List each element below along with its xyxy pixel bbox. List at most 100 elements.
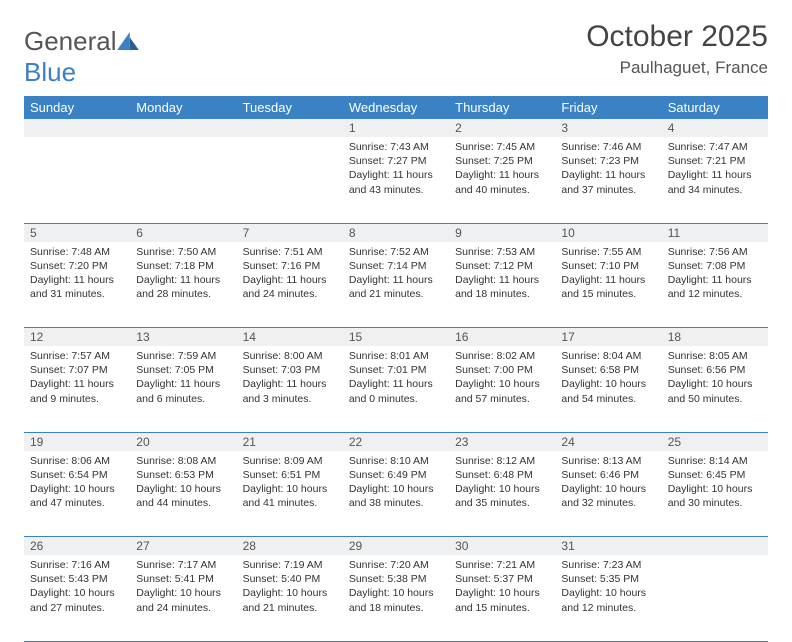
day-number: 30 bbox=[449, 537, 555, 556]
day-number: 15 bbox=[343, 328, 449, 347]
day-number: 5 bbox=[24, 223, 130, 242]
day-info: Sunrise: 8:10 AMSunset: 6:49 PMDaylight:… bbox=[343, 451, 449, 517]
day-header: Thursday bbox=[449, 96, 555, 119]
day-number: 10 bbox=[555, 223, 661, 242]
day-header: Friday bbox=[555, 96, 661, 119]
day-info: Sunrise: 7:57 AMSunset: 7:07 PMDaylight:… bbox=[24, 346, 130, 412]
day-number: 27 bbox=[130, 537, 236, 556]
day-number: 22 bbox=[343, 432, 449, 451]
day-cell: Sunrise: 7:20 AMSunset: 5:38 PMDaylight:… bbox=[343, 555, 449, 641]
week-row: Sunrise: 7:43 AMSunset: 7:27 PMDaylight:… bbox=[24, 137, 768, 223]
day-cell: Sunrise: 8:04 AMSunset: 6:58 PMDaylight:… bbox=[555, 346, 661, 432]
day-number: 18 bbox=[662, 328, 768, 347]
day-info: Sunrise: 8:08 AMSunset: 6:53 PMDaylight:… bbox=[130, 451, 236, 517]
day-cell bbox=[24, 137, 130, 223]
week-row: Sunrise: 7:48 AMSunset: 7:20 PMDaylight:… bbox=[24, 242, 768, 328]
day-info: Sunrise: 7:23 AMSunset: 5:35 PMDaylight:… bbox=[555, 555, 661, 621]
day-info: Sunrise: 7:52 AMSunset: 7:14 PMDaylight:… bbox=[343, 242, 449, 308]
day-cell: Sunrise: 7:55 AMSunset: 7:10 PMDaylight:… bbox=[555, 242, 661, 328]
day-cell: Sunrise: 7:56 AMSunset: 7:08 PMDaylight:… bbox=[662, 242, 768, 328]
day-info: Sunrise: 7:21 AMSunset: 5:37 PMDaylight:… bbox=[449, 555, 555, 621]
day-cell bbox=[130, 137, 236, 223]
day-cell bbox=[662, 555, 768, 641]
day-info: Sunrise: 7:55 AMSunset: 7:10 PMDaylight:… bbox=[555, 242, 661, 308]
day-number: 3 bbox=[555, 119, 661, 137]
day-cell: Sunrise: 7:23 AMSunset: 5:35 PMDaylight:… bbox=[555, 555, 661, 641]
day-cell: Sunrise: 7:19 AMSunset: 5:40 PMDaylight:… bbox=[237, 555, 343, 641]
day-cell: Sunrise: 8:02 AMSunset: 7:00 PMDaylight:… bbox=[449, 346, 555, 432]
day-info: Sunrise: 7:43 AMSunset: 7:27 PMDaylight:… bbox=[343, 137, 449, 203]
day-cell: Sunrise: 7:21 AMSunset: 5:37 PMDaylight:… bbox=[449, 555, 555, 641]
day-info: Sunrise: 7:20 AMSunset: 5:38 PMDaylight:… bbox=[343, 555, 449, 621]
day-info: Sunrise: 7:50 AMSunset: 7:18 PMDaylight:… bbox=[130, 242, 236, 308]
day-header: Sunday bbox=[24, 96, 130, 119]
week-row: Sunrise: 7:16 AMSunset: 5:43 PMDaylight:… bbox=[24, 555, 768, 641]
day-info: Sunrise: 8:13 AMSunset: 6:46 PMDaylight:… bbox=[555, 451, 661, 517]
day-cell: Sunrise: 7:52 AMSunset: 7:14 PMDaylight:… bbox=[343, 242, 449, 328]
day-number bbox=[130, 119, 236, 137]
calendar-table: SundayMondayTuesdayWednesdayThursdayFrid… bbox=[24, 96, 768, 642]
calendar-body: 1234Sunrise: 7:43 AMSunset: 7:27 PMDayli… bbox=[24, 119, 768, 641]
day-header: Wednesday bbox=[343, 96, 449, 119]
day-cell bbox=[237, 137, 343, 223]
day-number-row: 1234 bbox=[24, 119, 768, 137]
day-cell: Sunrise: 8:00 AMSunset: 7:03 PMDaylight:… bbox=[237, 346, 343, 432]
day-info: Sunrise: 8:05 AMSunset: 6:56 PMDaylight:… bbox=[662, 346, 768, 412]
day-number bbox=[662, 537, 768, 556]
day-number: 16 bbox=[449, 328, 555, 347]
day-cell: Sunrise: 7:50 AMSunset: 7:18 PMDaylight:… bbox=[130, 242, 236, 328]
day-cell: Sunrise: 8:09 AMSunset: 6:51 PMDaylight:… bbox=[237, 451, 343, 537]
day-number: 24 bbox=[555, 432, 661, 451]
day-info: Sunrise: 8:12 AMSunset: 6:48 PMDaylight:… bbox=[449, 451, 555, 517]
day-number: 2 bbox=[449, 119, 555, 137]
day-number: 6 bbox=[130, 223, 236, 242]
day-number: 1 bbox=[343, 119, 449, 137]
day-cell: Sunrise: 8:13 AMSunset: 6:46 PMDaylight:… bbox=[555, 451, 661, 537]
day-number bbox=[24, 119, 130, 137]
day-cell: Sunrise: 8:05 AMSunset: 6:56 PMDaylight:… bbox=[662, 346, 768, 432]
calendar-head: SundayMondayTuesdayWednesdayThursdayFrid… bbox=[24, 96, 768, 119]
day-cell: Sunrise: 7:45 AMSunset: 7:25 PMDaylight:… bbox=[449, 137, 555, 223]
day-number-row: 567891011 bbox=[24, 223, 768, 242]
day-cell: Sunrise: 7:48 AMSunset: 7:20 PMDaylight:… bbox=[24, 242, 130, 328]
day-info: Sunrise: 7:45 AMSunset: 7:25 PMDaylight:… bbox=[449, 137, 555, 203]
logo-triangle-icon bbox=[117, 32, 139, 50]
day-cell: Sunrise: 7:59 AMSunset: 7:05 PMDaylight:… bbox=[130, 346, 236, 432]
day-number: 28 bbox=[237, 537, 343, 556]
day-info: Sunrise: 7:17 AMSunset: 5:41 PMDaylight:… bbox=[130, 555, 236, 621]
day-info: Sunrise: 8:00 AMSunset: 7:03 PMDaylight:… bbox=[237, 346, 343, 412]
day-info: Sunrise: 7:53 AMSunset: 7:12 PMDaylight:… bbox=[449, 242, 555, 308]
day-number: 26 bbox=[24, 537, 130, 556]
day-cell: Sunrise: 7:46 AMSunset: 7:23 PMDaylight:… bbox=[555, 137, 661, 223]
day-info: Sunrise: 8:02 AMSunset: 7:00 PMDaylight:… bbox=[449, 346, 555, 412]
logo: General Blue bbox=[24, 20, 139, 88]
day-header: Saturday bbox=[662, 96, 768, 119]
day-cell: Sunrise: 7:16 AMSunset: 5:43 PMDaylight:… bbox=[24, 555, 130, 641]
day-cell: Sunrise: 8:10 AMSunset: 6:49 PMDaylight:… bbox=[343, 451, 449, 537]
day-number: 7 bbox=[237, 223, 343, 242]
day-number: 12 bbox=[24, 328, 130, 347]
day-info: Sunrise: 8:04 AMSunset: 6:58 PMDaylight:… bbox=[555, 346, 661, 412]
day-info: Sunrise: 8:14 AMSunset: 6:45 PMDaylight:… bbox=[662, 451, 768, 517]
title-block: October 2025 Paulhaguet, France bbox=[586, 20, 768, 78]
day-cell: Sunrise: 8:12 AMSunset: 6:48 PMDaylight:… bbox=[449, 451, 555, 537]
day-number: 21 bbox=[237, 432, 343, 451]
day-number: 20 bbox=[130, 432, 236, 451]
header: General Blue October 2025 Paulhaguet, Fr… bbox=[24, 20, 768, 88]
day-number: 9 bbox=[449, 223, 555, 242]
week-row: Sunrise: 8:06 AMSunset: 6:54 PMDaylight:… bbox=[24, 451, 768, 537]
day-number: 4 bbox=[662, 119, 768, 137]
day-info: Sunrise: 7:19 AMSunset: 5:40 PMDaylight:… bbox=[237, 555, 343, 621]
day-cell: Sunrise: 8:01 AMSunset: 7:01 PMDaylight:… bbox=[343, 346, 449, 432]
day-cell: Sunrise: 7:47 AMSunset: 7:21 PMDaylight:… bbox=[662, 137, 768, 223]
day-info: Sunrise: 8:09 AMSunset: 6:51 PMDaylight:… bbox=[237, 451, 343, 517]
day-number: 14 bbox=[237, 328, 343, 347]
logo-text-blue: Blue bbox=[24, 57, 76, 87]
day-cell: Sunrise: 8:08 AMSunset: 6:53 PMDaylight:… bbox=[130, 451, 236, 537]
day-info: Sunrise: 8:06 AMSunset: 6:54 PMDaylight:… bbox=[24, 451, 130, 517]
day-info: Sunrise: 8:01 AMSunset: 7:01 PMDaylight:… bbox=[343, 346, 449, 412]
day-number: 31 bbox=[555, 537, 661, 556]
day-info: Sunrise: 7:46 AMSunset: 7:23 PMDaylight:… bbox=[555, 137, 661, 203]
day-number: 13 bbox=[130, 328, 236, 347]
day-info: Sunrise: 7:47 AMSunset: 7:21 PMDaylight:… bbox=[662, 137, 768, 203]
